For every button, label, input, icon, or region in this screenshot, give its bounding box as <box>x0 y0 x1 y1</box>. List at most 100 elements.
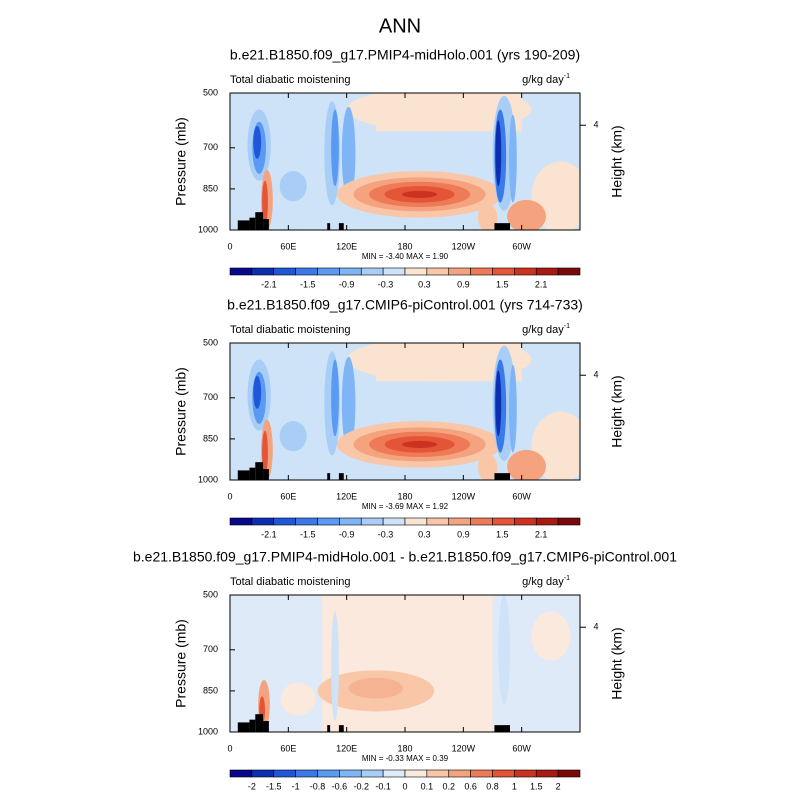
colorbar-box <box>360 267 384 276</box>
field-contour <box>346 93 532 132</box>
x-tick-label: 120E <box>336 491 357 501</box>
field-contour <box>341 106 356 200</box>
left-label: Total diabatic moistening <box>230 74 350 86</box>
colorbar-box <box>339 267 362 276</box>
colorbar-box <box>404 769 428 778</box>
terrain <box>338 473 344 480</box>
colorbar-box <box>251 517 275 526</box>
terrain <box>255 212 264 230</box>
terrain <box>327 223 331 230</box>
x-tick-label: 60W <box>512 241 531 251</box>
y-tick-label: 500 <box>203 589 218 599</box>
panel: b.e21.B1850.f09_g17.PMIP4-midHolo.001 (y… <box>173 47 625 290</box>
field-contour <box>402 190 438 198</box>
colorbar-box <box>317 769 340 778</box>
terrain <box>249 217 256 230</box>
field-contour <box>477 203 498 230</box>
y-tick-label: 1000 <box>198 474 218 484</box>
y-tick-label: 1000 <box>198 726 218 736</box>
colorbar-box <box>404 517 428 526</box>
colorbar-label: 2.1 <box>535 279 548 289</box>
colorbar-box <box>251 769 275 778</box>
stats-label: MIN = -3.69 MAX = 1.92 <box>362 502 449 511</box>
colorbar-box <box>339 769 362 778</box>
colorbar-box <box>470 267 493 276</box>
field-contour <box>253 125 262 159</box>
colorbar-box <box>514 517 537 526</box>
x-tick-label: 60E <box>280 491 296 501</box>
stats-label: MIN = -0.33 MAX = 0.39 <box>362 754 449 763</box>
units-exponent: -1 <box>564 323 570 330</box>
terrain <box>494 725 510 732</box>
colorbar-box <box>295 769 318 778</box>
colorbar-label: 0.8 <box>486 781 499 791</box>
colorbar-box <box>251 267 275 276</box>
colorbar-label: -0.9 <box>339 279 355 289</box>
field <box>230 343 580 480</box>
colorbar-label: -2.1 <box>261 279 277 289</box>
colorbar-box <box>557 517 581 526</box>
panel: b.e21.B1850.f09_g17.PMIP4-midHolo.001 - … <box>133 549 677 792</box>
colorbar-label: 2.1 <box>535 529 548 539</box>
y-tick-label: 850 <box>203 433 218 443</box>
x-tick-label: 120W <box>452 241 476 251</box>
field-contour <box>331 109 339 187</box>
colorbar-label: 0.9 <box>457 279 470 289</box>
colorbar-box <box>448 267 471 276</box>
colorbar-box <box>492 769 515 778</box>
field-region <box>322 595 493 732</box>
colorbar-label: 0.2 <box>442 781 455 791</box>
colorbar-label: 1.5 <box>530 781 543 791</box>
terrain <box>237 722 250 732</box>
terrain <box>263 469 269 480</box>
terrain <box>255 714 264 732</box>
colorbar-box <box>382 769 406 778</box>
colorbar-box <box>273 517 296 526</box>
y-axis-label: Pressure (mb) <box>173 117 189 206</box>
colorbar-box <box>535 517 559 526</box>
x-tick-label: 0 <box>227 241 232 251</box>
colorbar-label: -0.3 <box>378 529 394 539</box>
colorbar-box <box>273 769 296 778</box>
terrain <box>263 721 269 732</box>
terrain <box>327 473 331 480</box>
panel-title: b.e21.B1850.f09_g17.PMIP4-midHolo.001 (y… <box>230 47 580 63</box>
colorbar-box <box>426 267 450 276</box>
terrain <box>249 719 256 732</box>
x-tick-label: 60W <box>512 743 531 753</box>
units-text: g/kg day <box>522 74 564 86</box>
y-axis-label: Pressure (mb) <box>173 619 189 708</box>
y-axis-label: Pressure (mb) <box>173 367 189 456</box>
field-contour <box>495 370 502 437</box>
colorbar-label: -1.5 <box>300 529 316 539</box>
terrain <box>494 473 510 480</box>
colorbar-label: 0.3 <box>418 529 431 539</box>
colorbar-label: 1.5 <box>496 279 509 289</box>
field-contour <box>509 364 517 453</box>
colorbar-label: 1.5 <box>496 529 509 539</box>
stats-label: MIN = -3.40 MAX = 1.90 <box>362 252 449 261</box>
y-tick-label: 700 <box>203 142 218 152</box>
x-tick-label: 0 <box>227 491 232 501</box>
y2-tick-label: 4 <box>593 370 598 380</box>
y-tick-label: 1000 <box>198 224 218 234</box>
units-exponent: -1 <box>564 575 570 582</box>
colorbar-box <box>492 517 515 526</box>
x-tick-label: 180 <box>397 743 412 753</box>
y2-tick-label: 4 <box>593 622 598 632</box>
colorbar-box <box>448 517 471 526</box>
units-text: g/kg day <box>522 324 564 336</box>
field-contour <box>509 114 517 203</box>
colorbar-box <box>426 769 450 778</box>
terrain <box>237 470 250 480</box>
terrain <box>237 220 250 230</box>
colorbar-box <box>404 267 428 276</box>
colorbar-label: -0.9 <box>339 529 355 539</box>
x-tick-label: 60E <box>280 743 296 753</box>
units: g/kg day-1 <box>522 323 570 336</box>
figure-title: ANN <box>379 15 421 37</box>
colorbar-box <box>339 517 362 526</box>
field-contour <box>402 440 438 448</box>
colorbar-box <box>229 517 253 526</box>
